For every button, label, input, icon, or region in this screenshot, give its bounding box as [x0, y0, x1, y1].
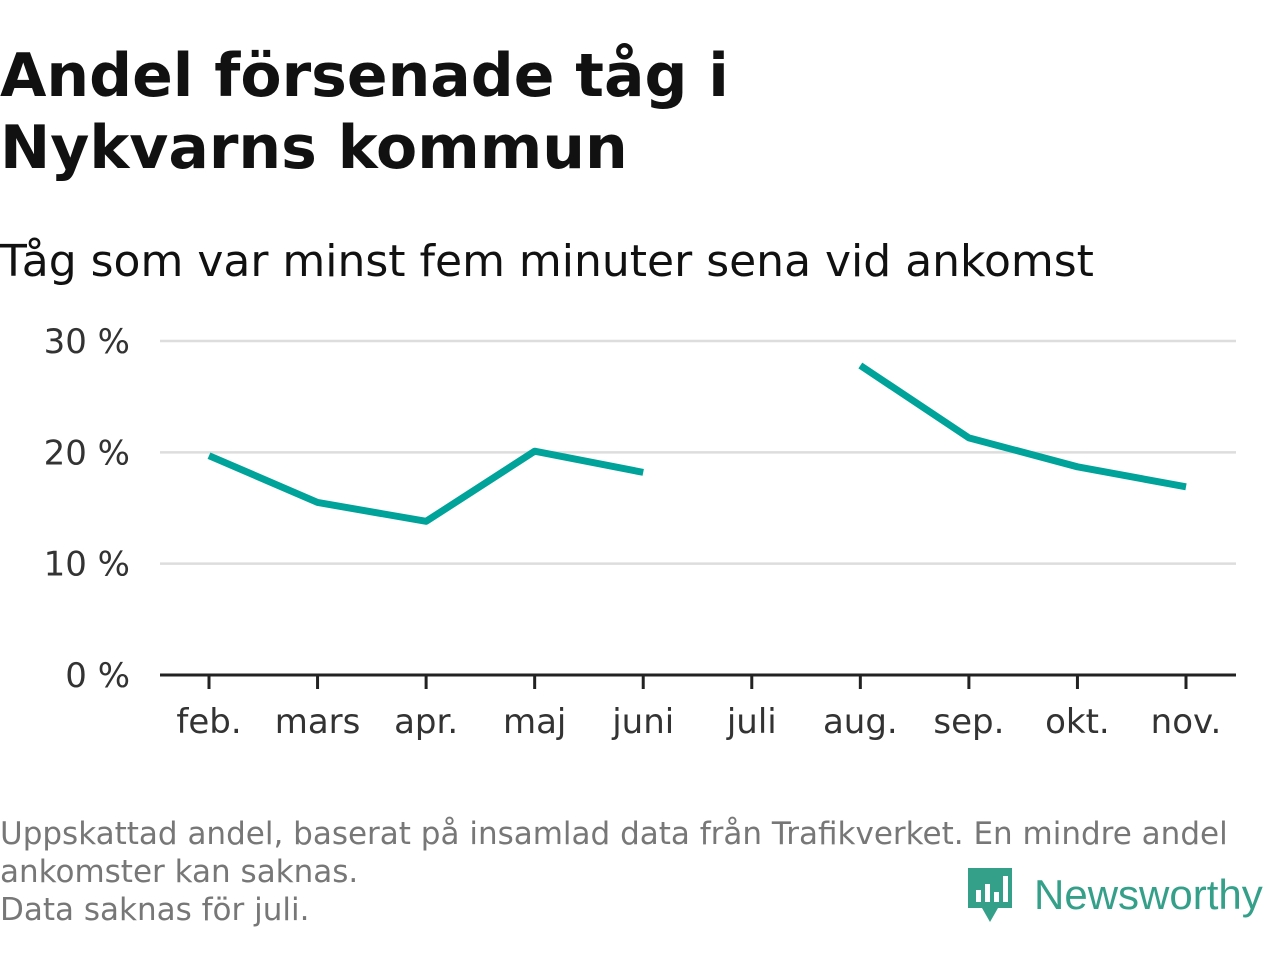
x-tick-label: aug. [823, 702, 898, 742]
x-tick-label: juni [611, 702, 674, 742]
line-chart: 0 % 10 % 20 % 30 % feb. mars apr. maj juni juli au… [44, 322, 1236, 742]
footnote-line-2: ankomster kan saknas. [0, 854, 359, 890]
y-tick-label: 10 % [44, 545, 130, 585]
series-line-segment [858, 362, 1187, 491]
x-tick-label: mars [275, 702, 361, 742]
footnote-line-3: Data saknas för juli. [0, 892, 310, 928]
footnote: Uppskattad andel, baserat på insamlad da… [0, 815, 1270, 929]
y-tick-label: 20 % [44, 433, 130, 473]
x-tick-label: okt. [1045, 702, 1110, 742]
brand-logo: Newsworthy [964, 864, 1263, 926]
chart-subtitle: Tåg som var minst fem minuter sena vid a… [0, 236, 1094, 287]
x-tick-label: nov. [1151, 702, 1222, 742]
x-tick-label: apr. [394, 702, 458, 742]
brand-name: Newsworthy [1034, 871, 1263, 918]
x-tick-label: feb. [176, 702, 241, 742]
newsworthy-logo-icon [968, 868, 1012, 922]
y-tick-label: 0 % [65, 656, 130, 696]
chart-title: Andel försenade tåg i Nykvarns kommun [0, 41, 729, 183]
footnote-line-1: Uppskattad andel, baserat på insamlad da… [0, 816, 1228, 852]
y-tick-label: 30 % [44, 322, 130, 362]
x-tick-label: maj [503, 702, 566, 742]
series-line-segment [207, 447, 644, 525]
x-tick-label: sep. [933, 702, 1004, 742]
x-tick-label: juli [726, 702, 777, 742]
